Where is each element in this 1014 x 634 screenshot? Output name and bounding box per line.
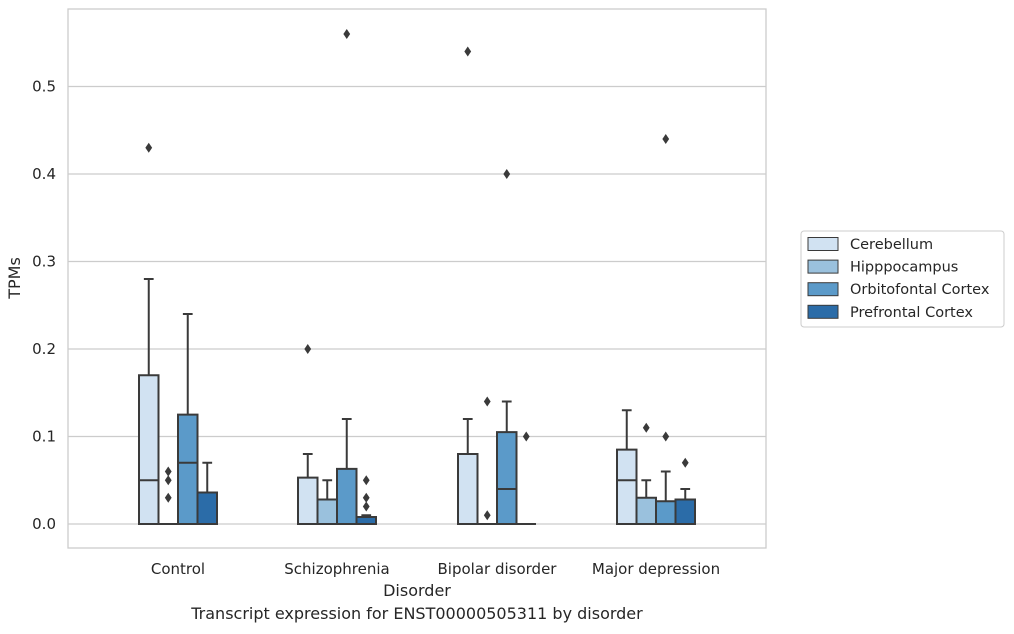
legend-swatch [807,259,839,274]
x-tick-label: Bipolar disorder [438,560,558,578]
box-hipppocampus [635,422,657,525]
box-prefrontal-cortex [196,461,218,525]
outlier-point [362,492,370,503]
box-orbitofontal-cortex [496,169,518,525]
gridlines [68,85,766,525]
box [355,516,377,525]
outlier-point [503,169,511,179]
legend-label: Orbitofontal Cortex [850,282,990,298]
box-prefrontal-cortex [516,431,536,525]
outlier-point [662,134,670,144]
outlier-point [483,510,491,521]
x-axis-ticks: Control Schizophrenia Bipolar disorder Majo… [151,560,720,578]
legend-frame [800,230,1005,328]
outlier-point [681,457,689,468]
box [138,374,160,525]
box-orbitofontal-cortex [177,313,199,525]
outlier-point [464,46,472,57]
box-hipppocampus [316,479,338,525]
outlier-point [304,344,312,354]
outlier-point [145,142,153,153]
outlier-point [362,475,370,486]
legend-swatch [807,237,839,251]
legend-label: Prefrontal Cortex [850,305,973,321]
box [635,496,657,525]
box [316,498,338,525]
y-axis-ticks: 0.0 0.1 0.2 0.3 0.4 0.5 [32,78,56,534]
x-tick-label: Control [151,560,205,578]
y-tick-label: 0.3 [32,253,56,271]
box [457,453,479,525]
figure-caption: Transcript expression for ENST0000050531… [191,604,643,623]
box-orbitofontal-cortex [655,134,677,525]
outlier-point [662,431,670,442]
legend-swatch [807,304,839,319]
legend: Cerebellum Hipppocampus Orbitofontal Corte… [800,230,1005,328]
y-tick-label: 0.5 [32,78,56,96]
outlier-point [522,431,530,442]
box [177,413,199,525]
outlier-point [164,475,172,486]
outlier-point [483,396,491,407]
outlier-point [343,29,351,39]
box [674,498,696,525]
box [336,467,358,525]
box [297,476,319,525]
outlier-point [164,466,172,477]
x-tick-label: Major depression [592,560,720,578]
box [655,500,677,525]
y-tick-label: 0.2 [32,340,56,358]
box-hipppocampus [158,466,178,525]
box-prefrontal-cortex [674,457,696,525]
box-cerebellum [138,142,160,525]
box [616,448,638,525]
legend-label: Hipppocampus [850,260,958,276]
box-orbitofontal-cortex [336,29,358,525]
box-series [138,29,696,525]
box-cerebellum [616,409,638,525]
legend-label: Cerebellum [850,237,933,253]
y-tick-label: 0.0 [32,515,56,533]
y-axis-label: TPMs [5,257,24,300]
plot-frame [67,8,767,549]
outlier-point [642,422,650,433]
x-axis-label: Disorder [383,581,451,600]
y-tick-label: 0.4 [32,165,56,183]
x-tick-label: Schizophrenia [284,560,389,578]
y-tick-label: 0.1 [32,428,56,446]
box [196,491,218,525]
legend-swatch [807,282,839,297]
outlier-point [164,492,172,503]
box-cerebellum [457,46,479,525]
box-cerebellum [297,344,319,525]
box-hipppocampus [477,396,497,525]
box [496,431,518,525]
box-prefrontal-cortex [355,475,377,525]
outlier-point [362,501,370,512]
